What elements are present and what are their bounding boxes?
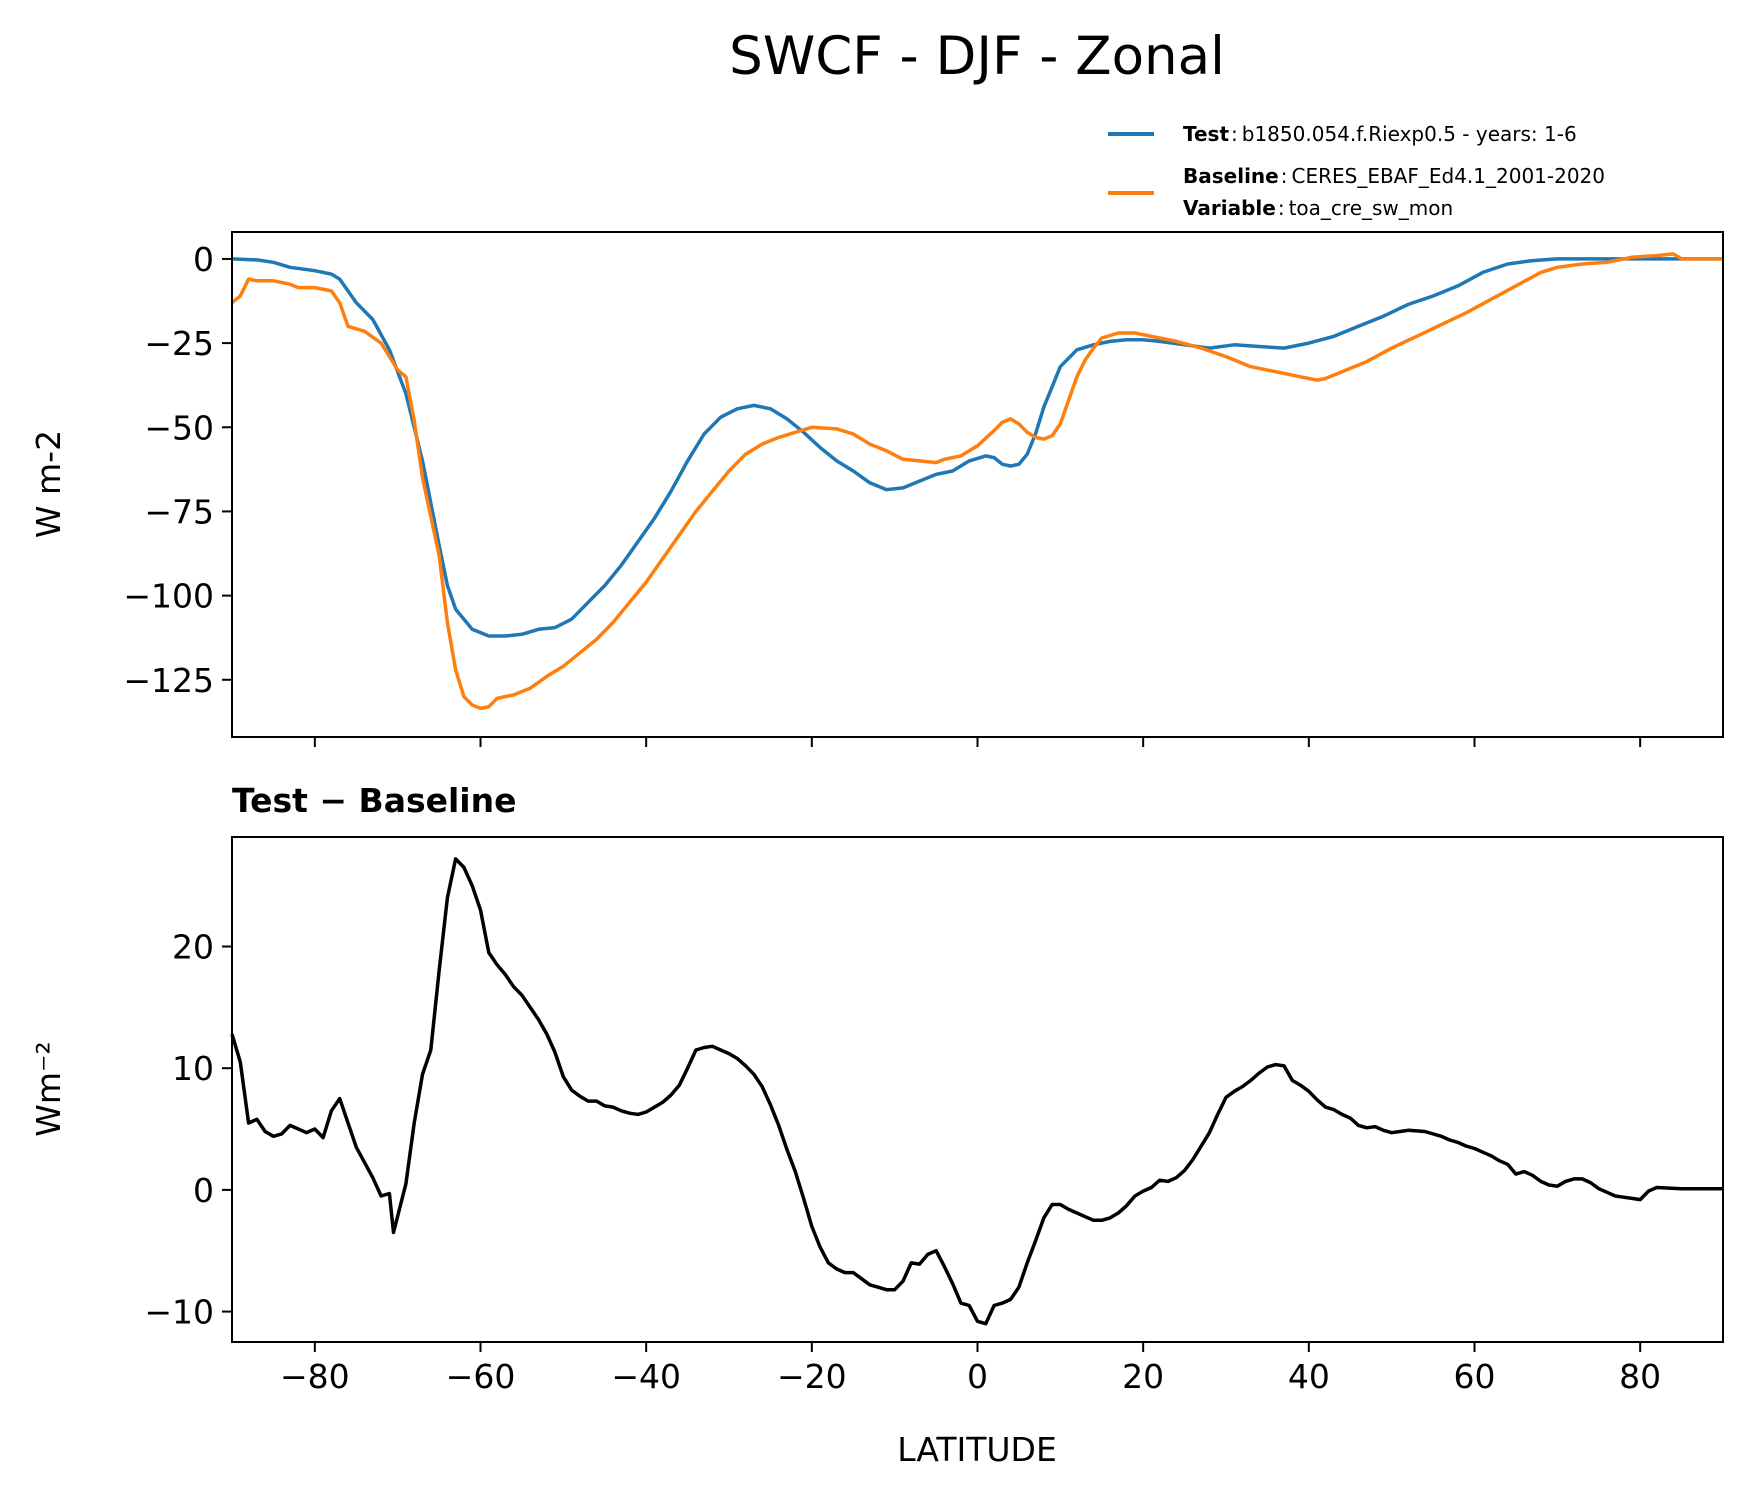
bottom-x-tick-label: 20	[1122, 1357, 1164, 1396]
bottom-series-line-difference	[230, 857, 1723, 1326]
legend-sep: :	[1231, 122, 1238, 146]
top-series-line-baseline	[230, 252, 1723, 711]
top-y-tick-label: −25	[144, 324, 214, 363]
bottom-x-tick-label: −60	[446, 1357, 516, 1396]
bottom-y-tick-label: −10	[144, 1293, 214, 1332]
top-y-tick-label: −75	[144, 492, 214, 531]
legend-value-baseline: CERES_EBAF_Ed4.1_2001-2020	[1291, 164, 1605, 188]
top-y-tick-label: −100	[123, 577, 214, 616]
bottom-x-tick-label: −40	[611, 1357, 681, 1396]
bottom-x-tick-label: −20	[777, 1357, 847, 1396]
bottom-x-tick-label: −80	[280, 1357, 350, 1396]
top-y-tick-label: −125	[123, 661, 214, 700]
legend-sep: :	[1281, 164, 1288, 188]
bottom-series-lines	[230, 857, 1723, 1326]
bottom-x-tick-label: 80	[1619, 1357, 1661, 1396]
legend-entry-test: Test: b1850.054.f.Riexp0.5 - years: 1-6	[1183, 122, 1577, 146]
top-series-line-test	[231, 257, 1723, 638]
bottom-y-ticks: 20 10 0 −10	[144, 928, 232, 1332]
bottom-x-tick-label: 60	[1454, 1357, 1496, 1396]
bottom-y-tick-label: 10	[172, 1049, 214, 1088]
legend-key-baseline: Baseline	[1183, 164, 1279, 188]
bottom-panel-title: Test − Baseline	[232, 781, 517, 820]
bottom-x-tick-label: 40	[1288, 1357, 1330, 1396]
top-y-axis-label: W m-2	[29, 430, 68, 538]
figure-title: SWCF - DJF - Zonal	[729, 26, 1225, 87]
legend-entry-baseline: Baseline: CERES_EBAF_Ed4.1_2001-2020	[1183, 164, 1605, 188]
bottom-y-tick-label: 20	[172, 928, 214, 967]
top-panel: 0 −25 −50 −75 −100 −125 W m-2	[29, 231, 1724, 747]
top-y-tick-label: 0	[193, 240, 214, 279]
bottom-x-ticks: −80 −60 −40 −20 0 20 40 60 80	[280, 1342, 1661, 1396]
bottom-x-tick-label: 0	[967, 1357, 988, 1396]
legend-value-variable: toa_cre_sw_mon	[1289, 196, 1454, 220]
top-y-ticks: 0 −25 −50 −75 −100 −125	[123, 240, 232, 700]
legend-sep: :	[1278, 196, 1285, 220]
top-y-tick-label: −50	[144, 408, 214, 447]
legend-value-test: b1850.054.f.Riexp0.5 - years: 1-6	[1242, 122, 1577, 146]
legend-key-test: Test	[1183, 122, 1229, 146]
legend: Test: b1850.054.f.Riexp0.5 - years: 1-6 B…	[1108, 122, 1605, 220]
legend-entry-variable: Variable: toa_cre_sw_mon	[1183, 196, 1453, 220]
top-series-lines	[230, 252, 1723, 711]
bottom-y-axis-label: Wm⁻²	[29, 1041, 68, 1136]
legend-key-variable: Variable	[1183, 196, 1276, 220]
bottom-y-tick-label: 0	[193, 1171, 214, 1210]
top-x-ticks	[313, 737, 1642, 747]
x-axis-label: LATITUDE	[897, 1430, 1057, 1469]
